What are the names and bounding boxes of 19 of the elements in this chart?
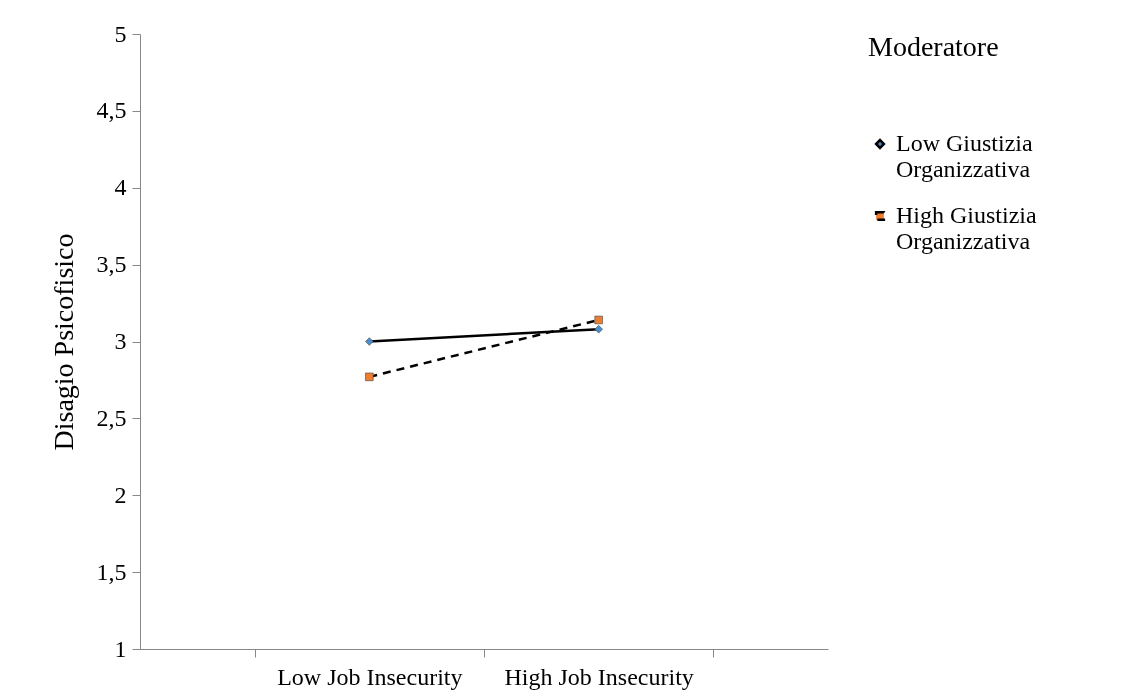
- legend-label: High Giustizia Organizzativa: [896, 202, 1037, 254]
- y-tick-label: 4,5: [96, 97, 127, 124]
- point: [594, 315, 603, 325]
- point: [365, 337, 374, 346]
- y-tick-label: 1,5: [96, 558, 127, 585]
- legend-label: Low Giustizia Organizzativa: [896, 130, 1033, 182]
- y-tick-label: 4: [114, 174, 127, 201]
- y-tick-label: 3,5: [96, 251, 127, 278]
- y-tick-label: 3: [114, 328, 127, 354]
- y-tick-label: 2: [114, 481, 127, 508]
- point: [365, 372, 374, 382]
- y-tick-label: 1: [114, 635, 127, 662]
- y-tick-label: 2,5: [96, 404, 127, 431]
- point: [594, 325, 603, 334]
- legend-title: Moderatore: [868, 31, 999, 62]
- y-axis-title: Disagio Psicofisico: [47, 233, 79, 451]
- y-tick-label: 5: [114, 20, 127, 47]
- x-tick-label: Low Job Insecurity: [277, 663, 463, 690]
- x-tick-label: High Job Insecurity: [504, 663, 694, 690]
